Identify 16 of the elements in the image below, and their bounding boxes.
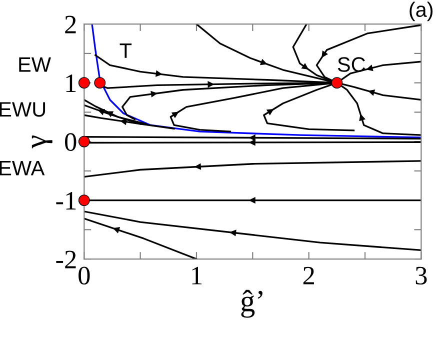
y-tick-label: 0 xyxy=(65,133,76,151)
text: (a) xyxy=(410,2,433,22)
annotation: EWU xyxy=(0,102,46,117)
y-axis-title: γ xyxy=(32,136,52,148)
annotation: EW xyxy=(19,57,51,72)
y-tick-label: 1 xyxy=(66,74,76,92)
x-tick-label: 2 xyxy=(303,266,314,284)
x-tick-label: 1 xyxy=(192,266,202,284)
y-tick-label: -1 xyxy=(56,192,76,210)
annotation: EWA xyxy=(0,160,45,176)
x-tick-label: 0 xyxy=(78,266,90,285)
annotation: T xyxy=(120,43,132,58)
x-tick-label: 3 xyxy=(416,266,427,285)
y-tick-label: 2 xyxy=(65,16,76,34)
x-axis-title: ĝ’ xyxy=(241,290,262,318)
y-tick-label: -2 xyxy=(56,250,76,268)
